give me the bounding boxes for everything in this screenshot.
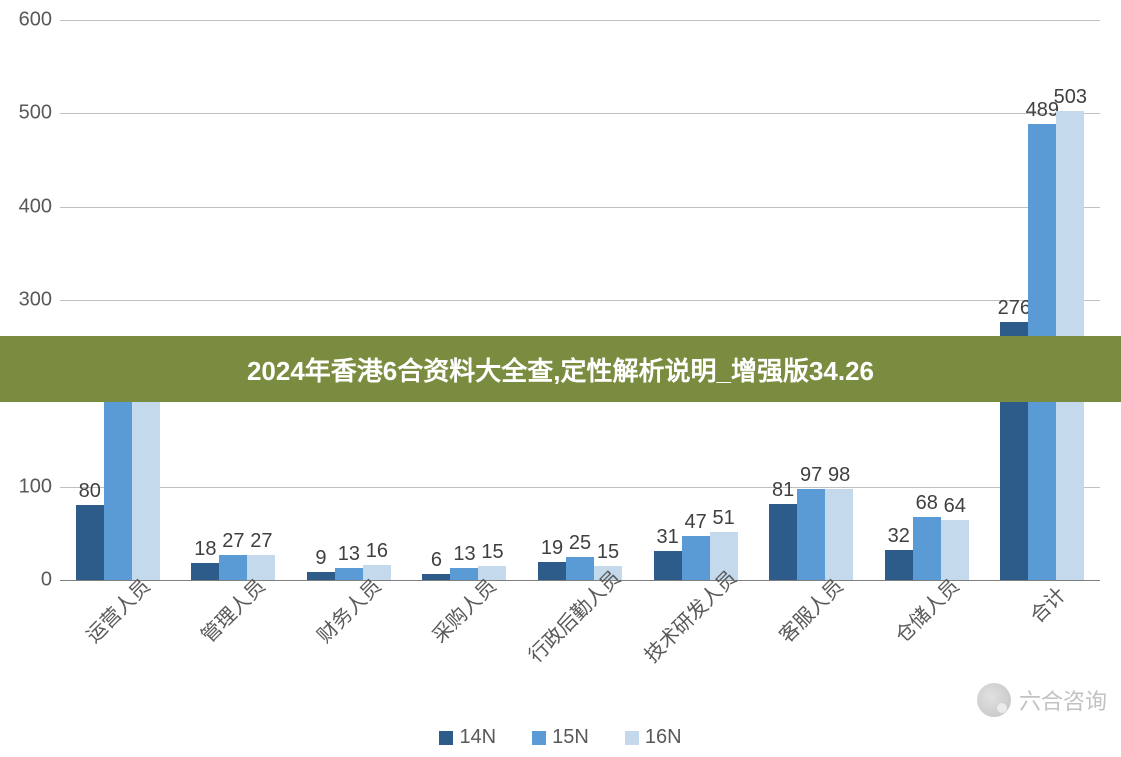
bar-value-label: 9 [315, 547, 326, 570]
bar-group: 314751 [638, 20, 754, 580]
bar-group: 91316 [291, 20, 407, 580]
chart-container: 0100200300400500600801992171827279131661… [60, 20, 1100, 580]
bar: 31 [654, 551, 682, 580]
bar-value-label: 503 [1054, 86, 1087, 109]
bar: 9 [307, 572, 335, 580]
bar-value-label: 25 [569, 532, 591, 555]
y-tick-label: 400 [19, 195, 52, 218]
bar: 47 [682, 536, 710, 580]
bar-value-label: 276 [998, 297, 1031, 320]
bar-value-label: 27 [222, 530, 244, 553]
watermark-text: 六合咨询 [1019, 684, 1107, 716]
overlay-text: 2024年香港6合资料大全查,定性解析说明_增强版34.26 [247, 351, 874, 388]
x-tick-label: 技术研发人员 [638, 588, 754, 708]
bar-value-label: 32 [888, 525, 910, 548]
bar: 97 [797, 489, 825, 580]
bar-value-label: 16 [366, 540, 388, 563]
bar-group: 276489503 [985, 20, 1101, 580]
y-tick-label: 300 [19, 289, 52, 312]
bar-value-label: 97 [800, 464, 822, 487]
bar-group: 6 13 15 [407, 20, 523, 580]
bar: 80 [76, 505, 104, 580]
bar-value-label: 13 [453, 543, 475, 566]
bar-value-label: 64 [944, 495, 966, 518]
bar: 18 [191, 563, 219, 580]
x-tick-label: 运营人员 [60, 588, 176, 708]
bar: 32 [885, 550, 913, 580]
bar: 81 [769, 504, 797, 580]
legend-item: 15N [532, 726, 589, 749]
bar-group: 182727 [176, 20, 292, 580]
bar-group: 819798 [753, 20, 869, 580]
legend-label: 14N [459, 726, 496, 749]
x-tick-label: 管理人员 [176, 588, 292, 708]
plot-area: 0100200300400500600801992171827279131661… [60, 20, 1100, 580]
bar: 217 [132, 377, 160, 580]
y-tick-label: 600 [19, 9, 52, 32]
bar-value-label: 18 [194, 538, 216, 561]
bar-value-label: 47 [684, 511, 706, 534]
bar-value-label: 98 [828, 464, 850, 487]
legend-swatch [625, 731, 639, 745]
bar-value-label: 80 [79, 480, 101, 503]
y-tick-label: 0 [41, 569, 52, 592]
legend-swatch [439, 731, 453, 745]
chart-legend: 14N 15N 16N [0, 726, 1121, 749]
bar-group: 80199217 [60, 20, 176, 580]
legend-label: 15N [552, 726, 589, 749]
bar-value-label: 19 [541, 537, 563, 560]
watermark: 六合咨询 [977, 683, 1107, 717]
legend-item: 16N [625, 726, 682, 749]
wechat-icon [977, 683, 1011, 717]
y-tick-label: 500 [19, 102, 52, 125]
x-tick-label: 财务人员 [291, 588, 407, 708]
bar-value-label: 15 [597, 541, 619, 564]
bar-value-label: 68 [916, 492, 938, 515]
bars-row: 8019921718272791316613151925153147518197… [60, 20, 1100, 580]
bar: 68 [913, 517, 941, 580]
bar-value-label: 13 [338, 543, 360, 566]
x-tick-label: 行政后勤人员 [522, 588, 638, 708]
bar: 199 [104, 394, 132, 580]
bar: 98 [825, 489, 853, 580]
bar-value-label: 6 [431, 549, 442, 572]
x-tick-label: 采购人员 [407, 588, 523, 708]
bar-value-label: 51 [712, 507, 734, 530]
bar-value-label: 31 [656, 526, 678, 549]
x-axis-labels: 运营人员管理人员财务人员采购人员行政后勤人员技术研发人员客服人员仓储人员合计 [60, 588, 1100, 708]
bar: 19 [538, 562, 566, 580]
legend-item: 14N [439, 726, 496, 749]
bar-value-label: 15 [481, 541, 503, 564]
bar-value-label: 27 [250, 530, 272, 553]
legend-swatch [532, 731, 546, 745]
y-tick-label: 100 [19, 475, 52, 498]
x-tick-label: 客服人员 [753, 588, 869, 708]
x-tick-label: 仓储人员 [869, 588, 985, 708]
legend-label: 16N [645, 726, 682, 749]
overlay-banner: 2024年香港6合资料大全查,定性解析说明_增强版34.26 [0, 336, 1121, 402]
bar-group: 326864 [869, 20, 985, 580]
bar-value-label: 81 [772, 479, 794, 502]
bar-group: 192515 [522, 20, 638, 580]
